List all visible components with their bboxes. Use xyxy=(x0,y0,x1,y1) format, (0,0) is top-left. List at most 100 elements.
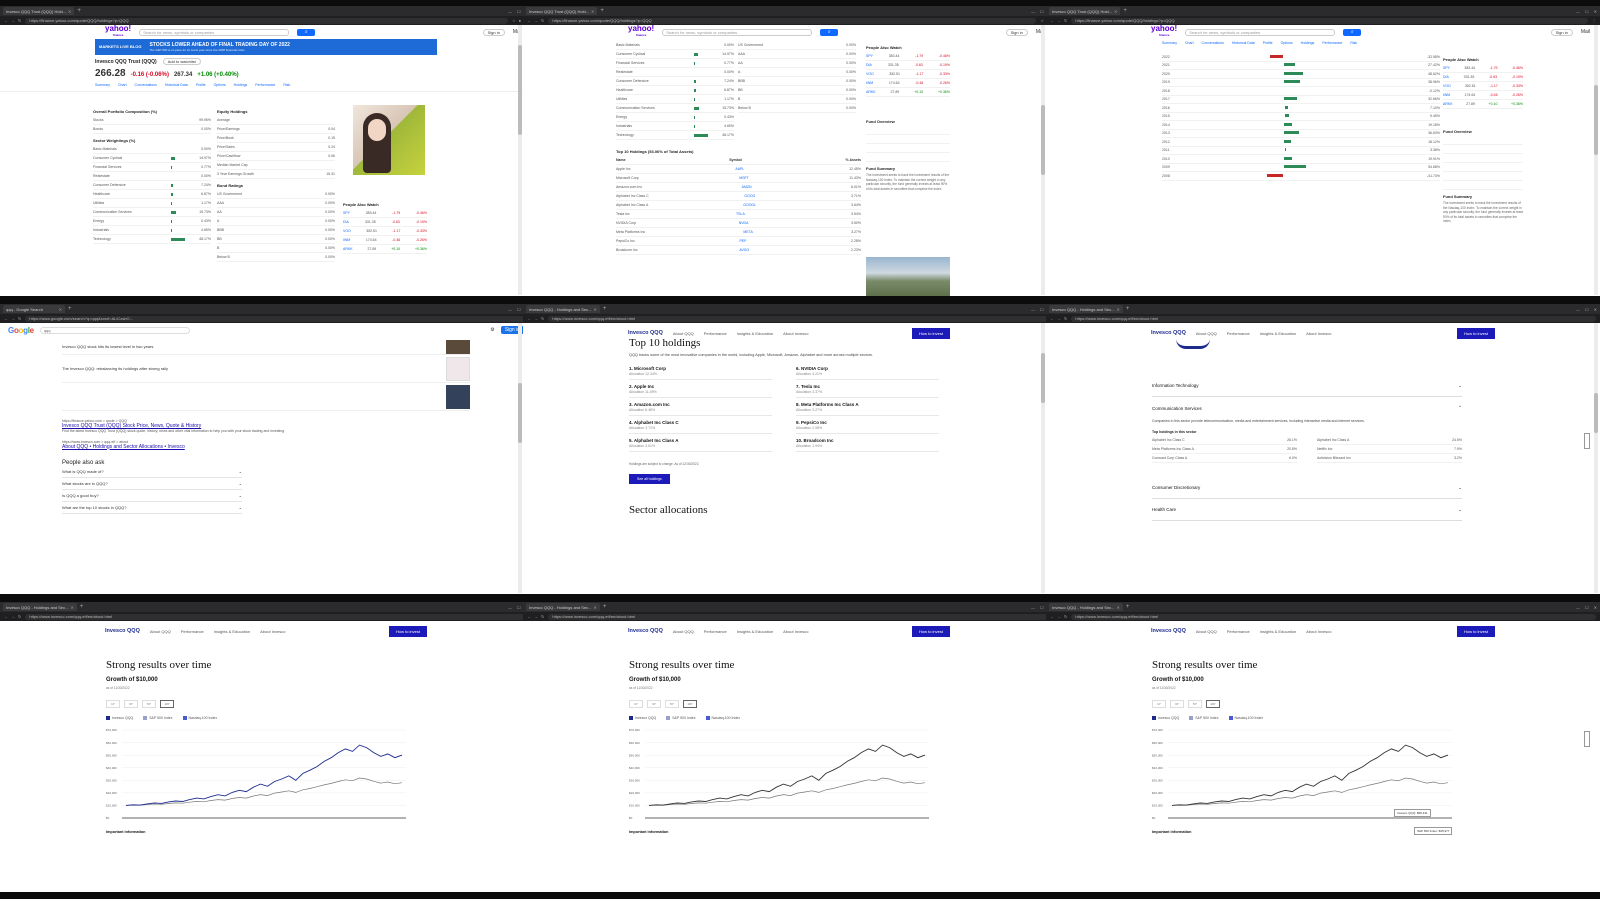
url-field[interactable]: https://www.google.com/search?q=qqq&sxsr… xyxy=(25,315,528,322)
new-tab-icon[interactable]: + xyxy=(68,306,72,312)
holding-symbol-link[interactable]: META xyxy=(743,230,753,234)
range-button[interactable]: 10Y xyxy=(160,700,174,708)
series-line-sp500[interactable] xyxy=(648,777,926,806)
forward-icon[interactable]: → xyxy=(1057,316,1061,321)
close-icon[interactable]: ✕ xyxy=(1114,8,1118,14)
scrollbar[interactable] xyxy=(518,323,522,593)
minimize-icon[interactable]: — xyxy=(508,306,513,312)
news-thumbnail[interactable] xyxy=(446,356,470,381)
quote-tab[interactable]: Conversations xyxy=(1201,41,1224,45)
scrollbar[interactable] xyxy=(1594,25,1598,295)
legend-item[interactable]: Nasdaq-100 Index xyxy=(705,716,740,721)
nav-link[interactable]: About Invesco xyxy=(783,628,809,634)
nav-link[interactable]: Insights & Education xyxy=(1259,330,1297,336)
nav-link[interactable]: Insights & Education xyxy=(736,628,774,634)
quote-tab[interactable]: Holdings xyxy=(233,83,248,87)
range-button[interactable]: 3Y xyxy=(1170,700,1184,708)
nav-link[interactable]: About QQQ xyxy=(1195,628,1217,634)
news-thumbnail[interactable] xyxy=(446,384,470,409)
invesco-logo[interactable]: Invesco QQQ xyxy=(628,628,663,634)
feedback-tab[interactable] xyxy=(1584,731,1590,747)
maximize-icon[interactable]: ☐ xyxy=(517,8,521,14)
legend-item[interactable]: S&P 500 Index xyxy=(666,716,696,721)
invesco-logo[interactable]: Invesco QQQ xyxy=(1151,628,1186,634)
close-icon[interactable]: ✕ xyxy=(58,306,62,312)
quote-tab[interactable]: Performance xyxy=(1322,41,1343,45)
legend-item[interactable]: Invesco QQQ xyxy=(106,716,133,721)
search-input[interactable]: Search for news, symbols or companies xyxy=(662,28,813,36)
new-tab-icon[interactable]: + xyxy=(1125,604,1130,610)
browser-tab[interactable]: Invesco QQQ Trust (QQQ) Hold... ✕ xyxy=(1049,7,1121,15)
back-icon[interactable]: ← xyxy=(1050,18,1054,23)
how-to-invest-button[interactable]: How to invest xyxy=(1456,327,1495,339)
minimize-icon[interactable]: — xyxy=(1031,604,1036,610)
holding-symbol-link[interactable]: AVGO xyxy=(739,248,750,252)
how-to-invest-button[interactable]: How to invest xyxy=(911,625,950,637)
holding-symbol-link[interactable]: MSFT xyxy=(739,176,749,180)
reload-icon[interactable]: ↻ xyxy=(541,614,545,619)
watch-row[interactable]: VOO 352.51 -1.17 -0.33% xyxy=(1443,82,1523,91)
result-title-link[interactable]: Invesco QQQ Trust (QQQ) Stock Price, New… xyxy=(62,423,202,429)
legend-item[interactable]: S&P 500 Index xyxy=(1189,716,1219,721)
scrollbar[interactable] xyxy=(1041,25,1045,295)
nav-link[interactable]: Performance xyxy=(1226,330,1250,336)
nav-link[interactable]: Insights & Education xyxy=(213,628,251,634)
new-tab-icon[interactable]: + xyxy=(600,8,604,14)
range-button[interactable]: 10Y xyxy=(1206,700,1220,708)
how-to-invest-button[interactable]: How to invest xyxy=(388,625,427,637)
quote-tab[interactable]: Historical Data xyxy=(1231,41,1255,45)
watch-row[interactable]: IWM 174.64 -0.46 -0.26% xyxy=(343,236,427,245)
range-button[interactable]: 1Y xyxy=(1152,700,1166,708)
scrollbar[interactable] xyxy=(1041,323,1045,593)
close-icon[interactable]: ✕ xyxy=(70,604,74,610)
url-field[interactable]: https://www.invesco.com/qqq-etf/en/about… xyxy=(1071,613,1596,620)
search-input[interactable]: Search for news, symbols or companies xyxy=(139,28,290,36)
window-close-icon[interactable]: ✕ xyxy=(1593,604,1597,610)
new-tab-icon[interactable]: + xyxy=(1123,8,1127,14)
quote-tab[interactable]: Chart xyxy=(117,83,127,87)
browser-tab[interactable]: qqq - Google Search ✕ xyxy=(3,305,65,313)
url-field[interactable]: https://www.invesco.com/qqq-etf/en/about… xyxy=(25,613,528,620)
search-icon[interactable]: ⌕ xyxy=(297,28,316,36)
quote-tab[interactable]: Risk xyxy=(283,83,291,87)
growth-chart[interactable]: $70,000 $60,000 $50,000 $40,000 $30,000 $20,0… xyxy=(106,724,422,824)
reload-icon[interactable]: ↻ xyxy=(541,316,545,321)
watch-row[interactable]: ARKK 27.89 +0.10 +0.36% xyxy=(1443,100,1523,109)
nav-link[interactable]: About QQQ xyxy=(672,330,694,336)
minimize-icon[interactable]: — xyxy=(508,604,513,610)
watch-row[interactable]: VOO 352.51 -1.17 -0.33% xyxy=(866,70,950,79)
mail-link[interactable]: Mail xyxy=(1036,29,1045,35)
sign-in-button[interactable]: Sign in xyxy=(482,28,505,36)
range-button[interactable]: 10Y xyxy=(683,700,697,708)
legend-item[interactable]: Nasdaq-100 Index xyxy=(1228,716,1263,721)
watch-row[interactable]: VOO 352.51 -1.17 -0.33% xyxy=(343,227,427,236)
maximize-icon[interactable]: ☐ xyxy=(1585,604,1589,610)
reload-icon[interactable]: ↻ xyxy=(18,614,22,619)
maximize-icon[interactable]: ☐ xyxy=(1040,8,1044,14)
quote-tab[interactable]: Holdings xyxy=(1300,41,1315,45)
minimize-icon[interactable]: — xyxy=(1576,604,1581,610)
reload-icon[interactable]: ↻ xyxy=(18,18,22,23)
series-line-sp500[interactable] xyxy=(125,777,403,806)
forward-icon[interactable]: → xyxy=(11,614,15,619)
forward-icon[interactable]: → xyxy=(534,316,538,321)
nav-link[interactable]: About Invesco xyxy=(260,628,286,634)
yahoo-logo[interactable]: yahoo! finance xyxy=(628,25,655,37)
holding-symbol-link[interactable]: GOOG xyxy=(744,194,756,198)
range-button[interactable]: 3Y xyxy=(647,700,661,708)
important-info-toggle[interactable]: Important information xyxy=(629,830,669,835)
add-watchlist-button[interactable]: Add to watchlist xyxy=(162,58,201,65)
maximize-icon[interactable]: ☐ xyxy=(1585,306,1589,312)
watch-row[interactable]: IWM 174.64 -0.46 -0.26% xyxy=(1443,91,1523,100)
browser-tab[interactable]: Invesco QQQ - Holdings and Sec... ✕ xyxy=(1049,603,1123,611)
search-input[interactable]: qqq xyxy=(39,326,190,334)
back-icon[interactable]: ← xyxy=(527,316,531,321)
nav-link[interactable]: Performance xyxy=(180,628,204,634)
accordion-communication-services[interactable]: Communication Services ⌃ xyxy=(1152,405,1462,411)
legend-item[interactable]: Invesco QQQ xyxy=(1152,716,1179,721)
close-icon[interactable]: ✕ xyxy=(593,604,597,610)
news-item[interactable]: The Invesco QQQ: rebalancing its holding… xyxy=(62,366,169,371)
menu-icon[interactable]: ⋮ xyxy=(1592,18,1596,23)
back-icon[interactable]: ← xyxy=(1050,614,1054,619)
reload-icon[interactable]: ↻ xyxy=(541,18,545,23)
